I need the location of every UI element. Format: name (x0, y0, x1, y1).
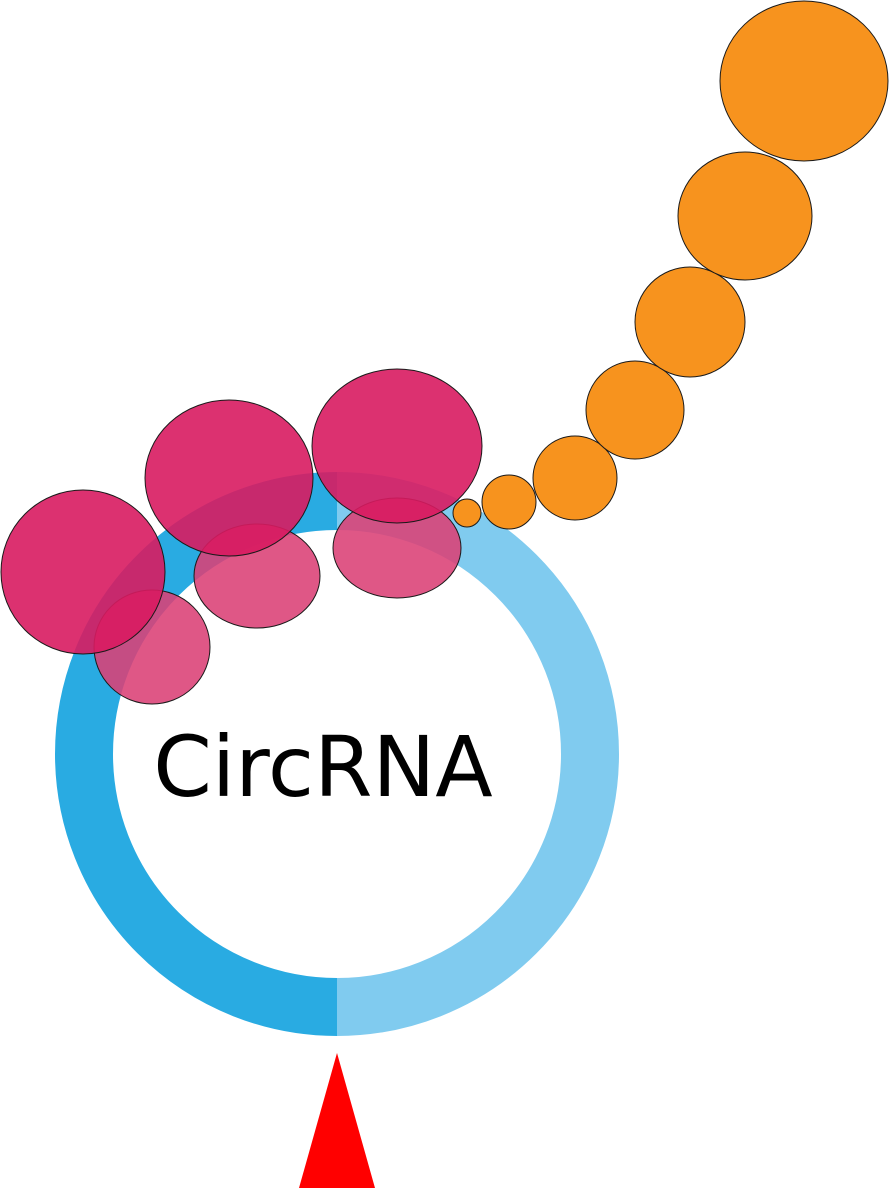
ribosome-large-subunits (0, 368, 483, 655)
amino-acid-bead (481, 474, 537, 530)
junction-arrow-icon (299, 1053, 375, 1188)
ribosome-large-subunit (144, 399, 314, 557)
amino-acid-bead (677, 151, 813, 281)
ribosome-large-subunit (0, 489, 166, 655)
amino-acid-bead (452, 498, 482, 528)
peptide-chain (452, 0, 889, 530)
circrna-label: CircRNA (153, 718, 493, 816)
amino-acid-bead (719, 0, 889, 162)
amino-acid-bead (532, 435, 618, 521)
amino-acid-bead (634, 266, 746, 378)
amino-acid-bead (585, 360, 685, 460)
ribosome-large-subunit (311, 368, 483, 524)
